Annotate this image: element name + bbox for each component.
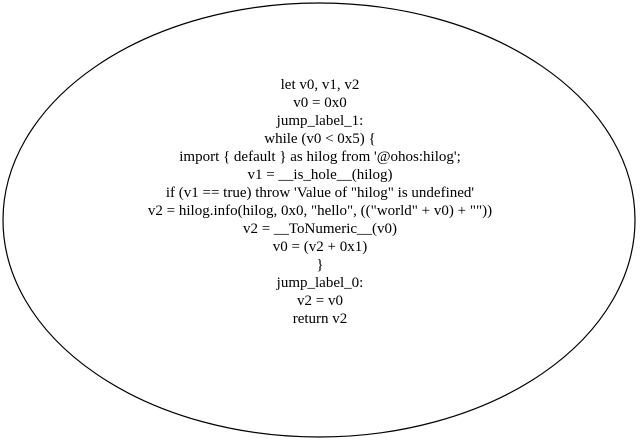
code-line: v1 = __is_hole__(hilog) <box>247 167 393 183</box>
code-line: jump_label_1: <box>276 113 364 129</box>
code-line: if (v1 == true) throw 'Value of "hilog" … <box>165 185 475 201</box>
code-line: let v0, v1, v2 <box>280 77 360 93</box>
code-line: jump_label_0: <box>276 275 364 291</box>
code-line: while (v0 < 0x5) { <box>264 131 376 147</box>
code-line: import { default } as hilog from '@ohos:… <box>179 149 461 165</box>
code-line: } <box>316 257 324 273</box>
code-line: v2 = hilog.info(hilog, 0x0, "hello", (("… <box>147 203 493 219</box>
code-line: return v2 <box>292 311 348 327</box>
code-line: v2 = __ToNumeric__(v0) <box>242 221 398 237</box>
node-ellipse <box>2 2 636 438</box>
code-line: v2 = v0 <box>297 293 343 309</box>
code-line: v0 = 0x0 <box>293 95 347 111</box>
code-line: v0 = (v2 + 0x1) <box>272 239 368 255</box>
